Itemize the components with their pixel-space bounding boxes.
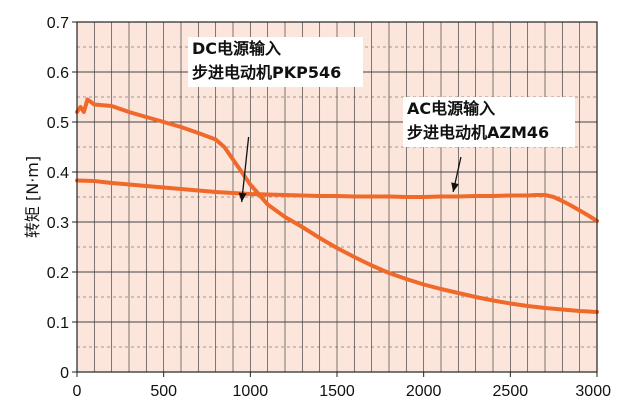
y-tick-label: 0.4 bbox=[47, 165, 69, 182]
annotation-box bbox=[188, 37, 363, 87]
series-layer bbox=[75, 97, 599, 314]
y-tick-labels: 0 0.1 0.2 0.3 0.4 0.5 0.6 0.7 bbox=[47, 15, 69, 382]
annotation-text: AC电源输入 bbox=[407, 99, 495, 118]
y-tick-label: 0.1 bbox=[47, 315, 69, 332]
annotation-arrow bbox=[241, 136, 250, 203]
x-tick-label: 1500 bbox=[319, 383, 355, 400]
x-tick-label: 0 bbox=[73, 383, 82, 400]
x-tick-label: 500 bbox=[150, 383, 177, 400]
y-tick-label: 0.2 bbox=[47, 265, 69, 282]
y-tick-label: 0.7 bbox=[47, 15, 69, 32]
series-line-1 bbox=[75, 97, 599, 314]
annotation-text: 步进电动机AZM46 bbox=[407, 123, 549, 142]
x-tick-label: 2500 bbox=[493, 383, 529, 400]
ticks bbox=[72, 21, 598, 377]
annotation-text: DC电源输入 bbox=[192, 39, 281, 58]
y-tick-label: 0 bbox=[60, 365, 69, 382]
x-tick-label: 2000 bbox=[406, 383, 442, 400]
x-tick-labels: 0 500 1000 1500 2000 2500 3000 bbox=[73, 383, 612, 400]
annotation-arrowhead bbox=[238, 192, 247, 202]
series-line-2 bbox=[75, 178, 599, 223]
x-tick-label: 3000 bbox=[575, 383, 611, 400]
annotation-text: 步进电动机PKP546 bbox=[192, 63, 341, 82]
y-tick-label: 0.6 bbox=[47, 65, 69, 82]
annotation-arrowhead bbox=[451, 182, 459, 192]
y-tick-label: 0.3 bbox=[47, 215, 69, 232]
annotation-box bbox=[403, 97, 575, 147]
y-tick-label: 0.5 bbox=[47, 115, 69, 132]
y-axis-label: 转矩 [N·m] bbox=[23, 156, 42, 238]
x-tick-label: 1000 bbox=[233, 383, 269, 400]
